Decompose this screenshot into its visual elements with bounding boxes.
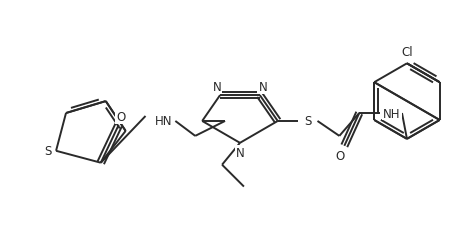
Text: Cl: Cl	[401, 46, 413, 59]
Text: O: O	[116, 111, 125, 124]
Text: S: S	[304, 115, 311, 128]
Text: HN: HN	[155, 115, 172, 128]
Text: N: N	[259, 80, 267, 93]
Text: S: S	[45, 145, 52, 158]
Text: N: N	[236, 147, 244, 160]
Text: N: N	[213, 80, 221, 93]
Text: NH: NH	[383, 107, 401, 120]
Text: O: O	[336, 150, 345, 163]
